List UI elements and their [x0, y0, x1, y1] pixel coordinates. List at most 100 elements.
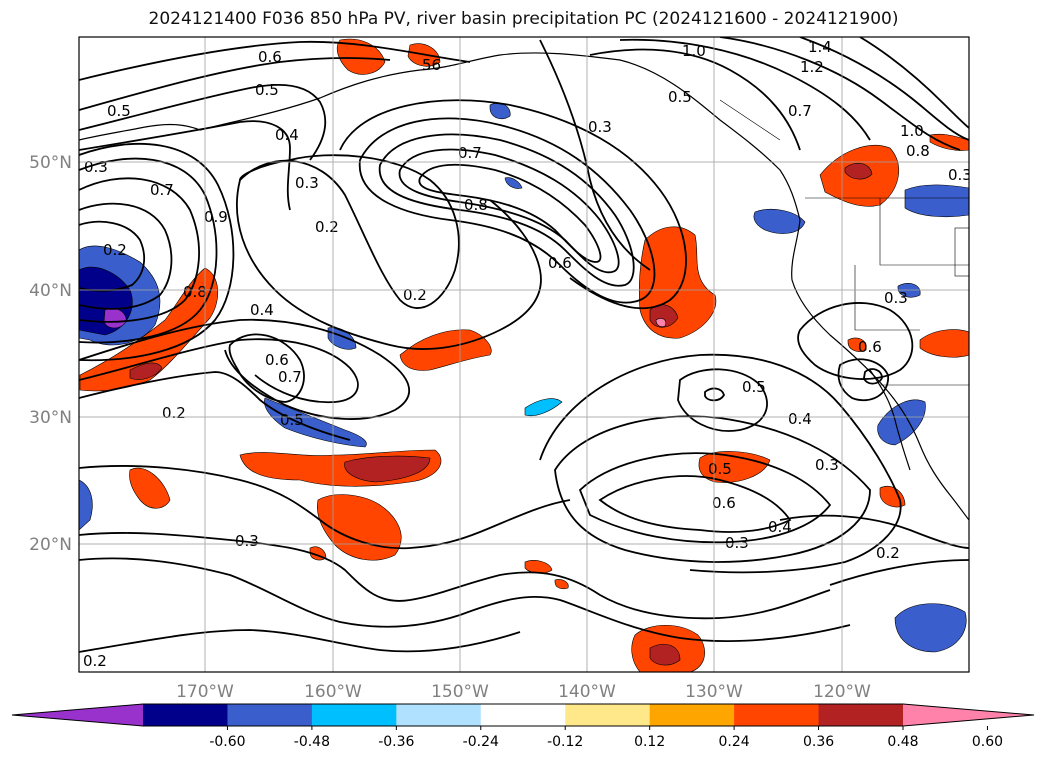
precip-positive-bottom-core	[649, 644, 681, 666]
pv-contour-east-5	[829, 559, 969, 586]
contour-label: 0.3	[948, 166, 972, 184]
contour-label: 1.2	[800, 58, 824, 76]
coastline-alaska	[199, 52, 801, 221]
contour-label: 0.5	[280, 411, 304, 429]
colorbar-tick-label: 0.24	[719, 734, 750, 750]
colorbar-segment	[396, 704, 482, 726]
lat-label-20n: 20°N	[29, 535, 72, 555]
pv-contour-se-2	[578, 452, 832, 544]
pv-contour-se-4	[539, 353, 902, 574]
colorbar-extend-max	[903, 704, 1034, 726]
precip-negative-gulf-2	[504, 177, 523, 189]
precip-negative-southeast	[894, 603, 967, 653]
contour-label: 0.7	[788, 102, 812, 120]
contour-label: 0.2	[403, 286, 427, 304]
precip-negative-northeast	[904, 184, 969, 218]
pv-contour-central-low-2	[236, 179, 542, 350]
pv-contour-ne-6	[539, 39, 651, 271]
lon-label-140w: 140°W	[558, 682, 616, 702]
colorbar-tick-label: -0.12	[547, 734, 583, 750]
contour-label: 0.2	[83, 652, 107, 670]
contour-label: 0.2	[162, 404, 186, 422]
pv-contour-east-4	[779, 514, 969, 549]
colorbar-tick-label: -0.24	[463, 734, 499, 750]
pv-contour-se-1	[598, 475, 792, 533]
colorbar-outline	[11, 703, 1035, 727]
border-state-2	[854, 265, 920, 331]
contour-label: 0.3	[815, 456, 839, 474]
pv-contour-west-4	[79, 202, 173, 310]
coastline-aleutians	[79, 123, 201, 141]
colorbar-segment	[649, 704, 735, 726]
precip-positive-alaska	[336, 38, 386, 75]
border-state-1	[879, 198, 969, 266]
precip-positive-arizona-2	[847, 337, 867, 352]
contour-label: 0.7	[458, 144, 482, 162]
precip-positive-south-140w-2	[554, 579, 569, 590]
colorbar-segment	[311, 704, 397, 726]
contour-label: 0.7	[150, 181, 174, 199]
contour-label: 1.4	[808, 38, 832, 56]
contour-label: 0.6	[712, 494, 736, 512]
colorbar-tick-label: -0.48	[294, 734, 330, 750]
contour-label: 0.9	[204, 208, 228, 226]
map-title: 2024121400 F036 850 hPa PV, river basin …	[148, 9, 899, 29]
pv-contour-north-3	[79, 84, 327, 161]
pv-contour-west-2	[79, 157, 218, 344]
precip-positive-bc-49n-core	[844, 162, 873, 180]
pv-contour-west-1	[79, 177, 200, 323]
pv-contour-ne-3	[719, 37, 961, 151]
pv-contour-central-low	[239, 154, 460, 309]
contour-label: 0.4	[250, 301, 274, 319]
pv-contour-se-inner	[677, 368, 768, 432]
colorbar: -0.60 -0.48 -0.36 -0.24 -0.12 0.12 0.24 0.36 0.4…	[11, 703, 1035, 750]
precip-positive-mid-band	[399, 329, 492, 371]
contour-label: 0.3	[235, 532, 259, 550]
contour-label: 0.8	[464, 196, 488, 214]
contour-label: 0.8	[906, 142, 930, 160]
precip-negative-baja	[877, 399, 926, 446]
precip-positive-subtropical	[698, 451, 771, 483]
colorbar-extend-min	[12, 704, 143, 726]
pv-contour-loop-1	[79, 318, 411, 420]
colorbar-tick-label: 0.36	[803, 734, 834, 750]
precip-positive-mexico	[879, 485, 906, 508]
pv-contour-ne-4	[799, 37, 969, 141]
contour-label: 0.4	[275, 126, 299, 144]
colorbar-segments	[11, 703, 1035, 727]
map-area: 0.6 0.5 0.4 0.3 0.2 0.7 0.8 0.6 0.3 0.2 …	[78, 36, 972, 673]
border-state-box	[954, 227, 969, 277]
pv-contour-east-2	[837, 358, 889, 402]
coastline-baja	[869, 369, 911, 471]
precip-positive-band-west-core	[129, 362, 163, 380]
pv-contour-loop-4	[79, 371, 351, 441]
lat-label-30n: 30°N	[29, 408, 72, 428]
contour-label: 0.2	[876, 544, 900, 562]
colorbar-segment	[143, 704, 228, 726]
contour-label: 0.7	[278, 368, 302, 386]
colorbar-ticks: -0.60 -0.48 -0.36 -0.24 -0.12 0.12 0.24 0.36 0.4…	[209, 726, 1003, 750]
border-alaska-canada	[719, 99, 781, 141]
colorbar-segment	[565, 704, 651, 726]
precip-fill-layer	[79, 38, 969, 672]
contour-label: 0.5	[255, 81, 279, 99]
contour-label: 0.6	[265, 351, 289, 369]
colorbar-segment	[227, 704, 313, 726]
pv-contour-ne-5	[859, 37, 969, 129]
contour-label: 1.0	[900, 122, 924, 140]
contour-label: 0.6	[858, 338, 882, 356]
colorbar-tick-label: -0.60	[209, 734, 245, 750]
colorbar-tick-label: 0.12	[634, 734, 665, 750]
pv-contour-se-inner-dot	[704, 387, 725, 402]
colorbar-tick-label: 0.60	[972, 734, 1003, 750]
colorbar-tick-label: -0.36	[378, 734, 414, 750]
longitude-labels: 170°W 160°W 150°W 140°W 130°W 120°W	[176, 682, 871, 702]
colorbar-segment	[480, 704, 566, 726]
contour-label: 0.4	[788, 410, 812, 428]
pv-contour-west-3	[79, 142, 235, 362]
pv-contour-north-2	[79, 57, 391, 111]
contour-label: 0.3	[884, 289, 908, 307]
lat-label-50n: 50°N	[29, 153, 72, 173]
pv-contour-ne-2	[619, 38, 871, 141]
precip-negative-far-west	[79, 479, 93, 531]
